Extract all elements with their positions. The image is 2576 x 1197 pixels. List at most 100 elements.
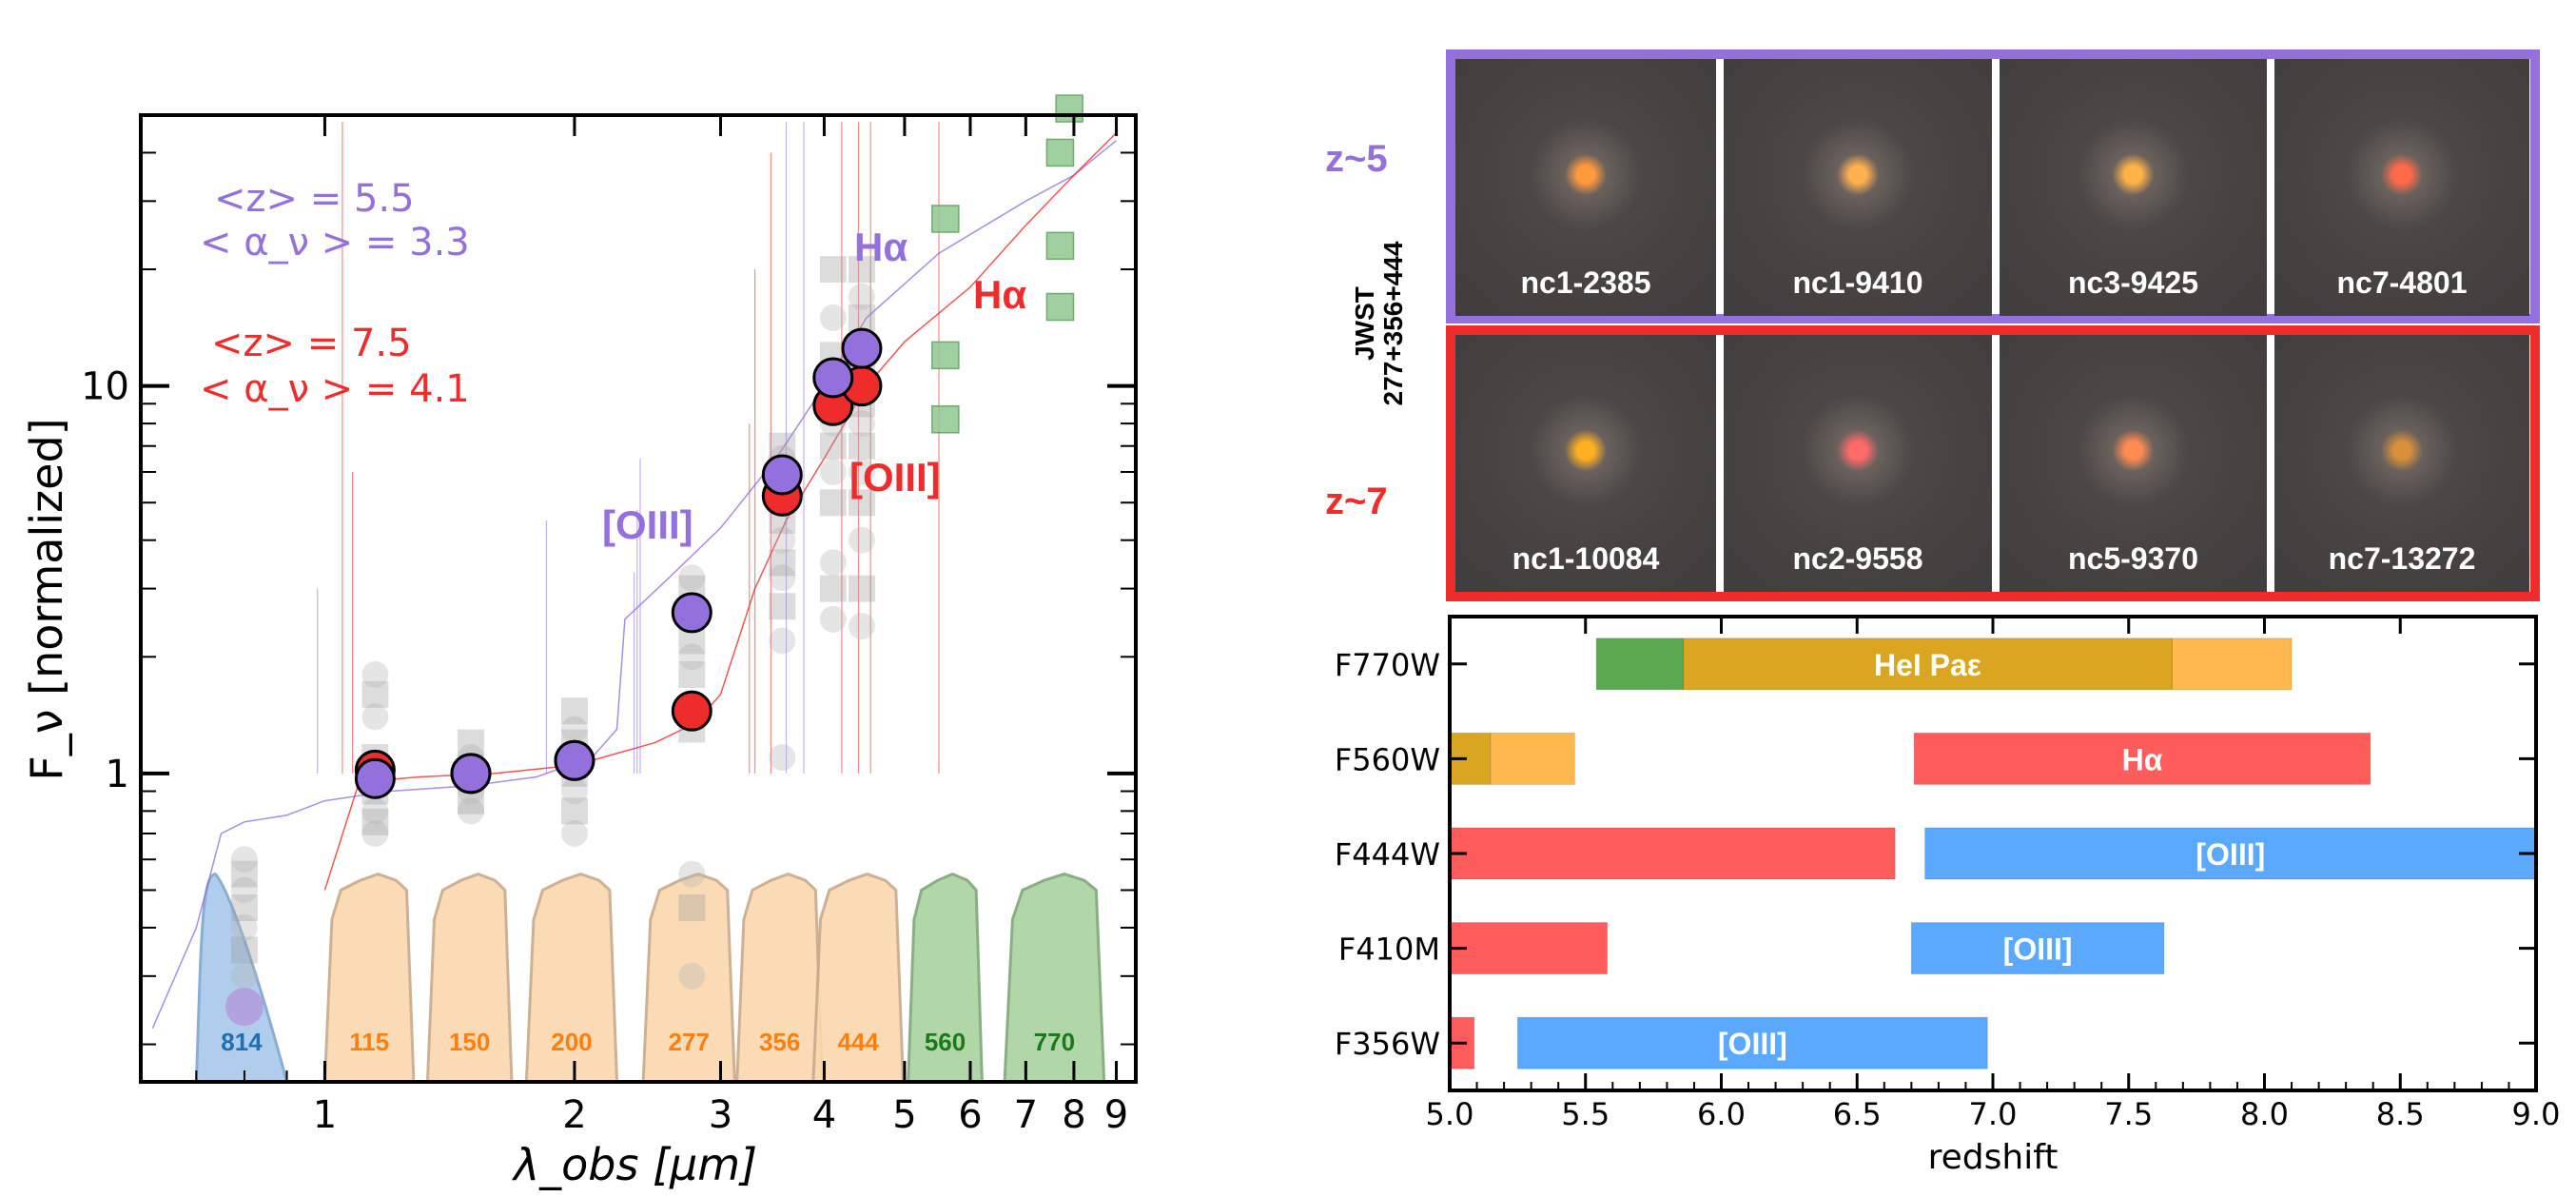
coverage-bar-F444W-7: [1924, 827, 2537, 880]
grey-point-6-5: [819, 432, 847, 460]
filter-curve-560: [907, 872, 984, 1084]
z5-stack-point-0: [354, 757, 396, 799]
bar-y-tick-label-F356W: F356W: [1335, 1026, 1440, 1062]
coverage-bar-F770W-2: [2171, 638, 2293, 691]
bar-x-tick-label-8.5: 8.5: [2376, 1096, 2425, 1132]
filter-label-770: 770: [1034, 1028, 1075, 1056]
grey-point-5-10: [769, 744, 796, 772]
miri-point-0: [931, 205, 960, 233]
grey-point-0-3: [230, 894, 258, 922]
grey-point-6-1: [819, 575, 847, 602]
bar-x-tick-label-8.0: 8.0: [2240, 1096, 2289, 1132]
sed-x-tick-label-4: 4: [812, 1093, 836, 1137]
bar-x-tick-label-7.0: 7.0: [1969, 1096, 2018, 1132]
grey-point-2-0: [457, 797, 484, 825]
z5-label: z~5: [1325, 138, 1388, 180]
filter-curve-814: [194, 873, 289, 1084]
grey-point-0-5: [230, 860, 258, 888]
grey-point-2-5: [457, 729, 484, 756]
grey-point-3-7: [560, 697, 588, 725]
grey-point-5-4: [769, 526, 796, 554]
grey-point-3-1: [560, 797, 588, 825]
filter-label-560: 560: [925, 1028, 966, 1056]
cutout-z7-2[interactable]: nc5-9370: [2000, 335, 2267, 592]
cutout-label-z5-0: nc1-2385: [1520, 265, 1651, 300]
sed-y-axis-label: F_ν [normalized]: [21, 418, 72, 780]
grey-point-0-0: [230, 962, 258, 990]
grey-point-7-11: [848, 304, 875, 331]
z7-stack-point-3: [671, 690, 712, 732]
grey-point-0-1: [230, 936, 258, 964]
grey-point-5-3: [769, 549, 796, 577]
cutout-z7-3[interactable]: nc7-13272: [2274, 335, 2529, 592]
miri-point-5: [1045, 138, 1075, 167]
coverage-bar-F560W-4: [1490, 732, 1575, 785]
cutout-z5-3[interactable]: nc7-4801: [2274, 59, 2529, 316]
filter-curve-277: [641, 873, 736, 1084]
coverage-bar-label-9: [OIII]: [2003, 932, 2073, 967]
coverage-bar-F356W-11: [1516, 1016, 1988, 1069]
filter-label-115: 115: [349, 1028, 389, 1056]
grey-point-7-2: [848, 526, 875, 554]
grey-point-5-2: [769, 564, 796, 592]
coverage-bar-F770W-0: [1595, 638, 1685, 691]
grey-point-0-4: [230, 876, 258, 904]
cutout-label-z7-1: nc2-9558: [1792, 541, 1923, 576]
z5-model-spectrum: [151, 140, 1117, 1029]
cutout-z7-0[interactable]: nc1-10084: [1455, 335, 1716, 592]
sed-x-tick-label-8: 8: [1062, 1093, 1085, 1137]
grey-point-6-10: [819, 304, 847, 331]
filter-curve-115: [322, 873, 416, 1084]
sed-plot-frame: [139, 113, 1138, 1084]
cutout-z7-1[interactable]: nc2-9558: [1724, 335, 1992, 592]
z5-stack-point-2: [554, 739, 595, 781]
grey-point-7-1: [848, 575, 875, 602]
miri-point-6: [1055, 94, 1083, 123]
bar-x-tick-label-7.5: 7.5: [2104, 1096, 2153, 1132]
grey-point-4-1: [678, 894, 706, 922]
miri-point-3: [1045, 292, 1075, 322]
cutout-label-z7-2: nc5-9370: [2068, 541, 2198, 576]
grey-point-4-5: [678, 660, 706, 688]
oiii-red-annotation: [OIII]: [849, 455, 941, 500]
coverage-bar-F560W-5: [1913, 732, 2371, 785]
grey-point-7-4: [848, 458, 875, 485]
bar-x-tick-label-9.0: 9.0: [2512, 1096, 2561, 1132]
grey-point-1-6: [361, 703, 389, 731]
grey-point-4-6: [678, 643, 706, 671]
grey-point-7-13: [848, 256, 875, 284]
coverage-bar-F410M-9: [1910, 922, 2165, 975]
bar-y-tick-label-F444W: F444W: [1335, 836, 1440, 873]
sed-x-tick-label-3: 3: [709, 1093, 732, 1137]
cutout-z5-2[interactable]: nc3-9425: [2000, 59, 2267, 316]
bar-x-tick-label-5.5: 5.5: [1561, 1096, 1610, 1132]
grey-point-3-2: [560, 777, 588, 805]
grey-point-6-0: [819, 605, 847, 633]
sed-y-tick-label-10: 10: [81, 365, 129, 409]
grey-point-1-0: [361, 819, 389, 847]
grey-point-1-7: [361, 680, 389, 708]
bar-x-tick-label-6.0: 6.0: [1697, 1096, 1746, 1132]
coverage-bar-F410M-8: [1449, 922, 1609, 975]
grey-point-6-4: [819, 458, 847, 485]
bar-y-tick-label-F410M: F410M: [1338, 932, 1440, 968]
sed-x-tick-label-5: 5: [892, 1093, 916, 1137]
cutout-z5-1[interactable]: nc1-9410: [1724, 59, 1992, 316]
z5-stack-point-1: [450, 753, 492, 795]
z7-mean-annotation: <z> = 7.5: [211, 322, 412, 365]
grey-point-0-2: [230, 913, 258, 941]
z5-alpha-annotation: < α_ν > = 3.3: [200, 221, 470, 265]
filter-label-814: 814: [221, 1028, 263, 1056]
z5-stack-point-6: [841, 327, 883, 369]
cutout-z5-0[interactable]: nc1-2385: [1455, 59, 1716, 316]
coverage-bar-F770W-1: [1683, 638, 2173, 691]
z5-mean-annotation: <z> = 5.5: [214, 177, 415, 221]
coverage-bar-label-11: [OIII]: [1718, 1027, 1787, 1061]
sed-y-tick-label-1: 1: [106, 753, 129, 796]
sed-x-axis-label: λ_obs [μm]: [511, 1139, 757, 1190]
grey-point-7-0: [848, 613, 875, 640]
filter-curve-200: [524, 873, 619, 1084]
grey-point-6-3: [819, 489, 847, 517]
sed-x-tick-label-7: 7: [1014, 1093, 1038, 1137]
